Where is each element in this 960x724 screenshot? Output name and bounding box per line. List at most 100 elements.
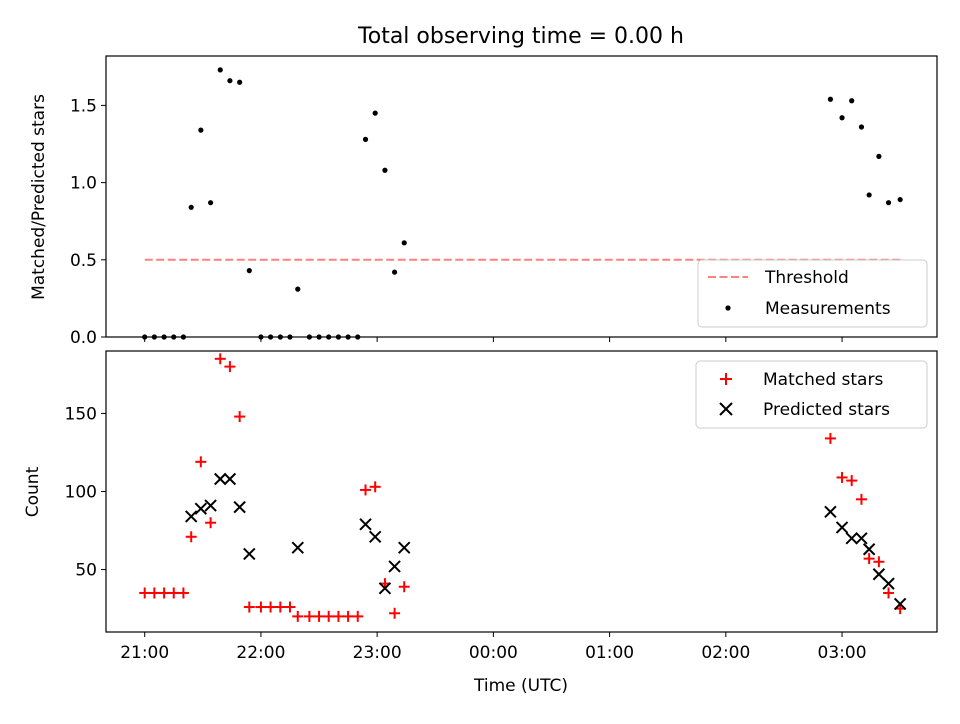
predicted-star-point-12 [398, 541, 411, 554]
matched-star-point-34 [883, 587, 895, 599]
matched-star-point-3 [168, 587, 180, 599]
measurement-point-23 [362, 136, 369, 142]
matched-star-point-15 [284, 601, 296, 613]
bottom-x-tick-label-1: 22:00 [236, 643, 285, 663]
matched-star-point-0 [139, 587, 151, 599]
predicted-star-point-17 [862, 543, 876, 556]
predicted-star-point-8 [359, 518, 372, 531]
matched-star-point-13 [265, 601, 277, 613]
matched-star-point-12 [255, 601, 267, 613]
bottom-y-tick-label-0: 50 [75, 561, 97, 581]
measurement-point-12 [258, 334, 264, 340]
measurement-point-6 [198, 127, 204, 133]
matched-star-point-14 [274, 601, 286, 613]
top-y-tick-label-1: 0.5 [70, 251, 97, 271]
predicted-star-point-6 [243, 547, 256, 561]
measurement-point-3 [171, 334, 177, 340]
predicted-star-point-19 [882, 577, 895, 590]
measurement-point-30 [849, 98, 855, 104]
measurement-point-15 [287, 334, 293, 340]
matched-star-point-9 [224, 361, 236, 373]
matched-star-point-29 [836, 471, 848, 483]
predicted-star-point-18 [872, 568, 886, 581]
measurement-point-7 [208, 200, 214, 206]
measurement-point-8 [217, 67, 223, 73]
measurement-point-26 [391, 269, 398, 275]
bottom-legend-frame [695, 360, 928, 429]
matched-star-point-23 [360, 484, 372, 496]
top-panel: 0.0 0.5 1.0 1.5 [70, 55, 938, 348]
predicted-star-point-1 [194, 502, 208, 515]
measurement-point-13 [267, 334, 274, 340]
matched-star-point-6 [195, 456, 207, 468]
measurement-point-18 [316, 334, 322, 340]
top-chart-title: Total observing time = 0.00 h [357, 24, 684, 49]
top-y-tick-label-0: 0.0 [70, 328, 97, 348]
matched-star-point-21 [342, 610, 354, 622]
matched-star-point-1 [148, 587, 160, 599]
bottom-y-tick-label-2: 150 [65, 404, 97, 424]
bottom-x-tick-label-5: 02:00 [701, 643, 750, 663]
measurement-point-25 [382, 167, 388, 173]
matched-star-point-31 [855, 493, 867, 505]
measurement-point-27 [401, 240, 407, 246]
measurement-point-17 [306, 334, 312, 340]
matched-star-point-33 [873, 556, 885, 568]
predicted-star-point-9 [368, 530, 382, 543]
matched-star-point-2 [158, 587, 170, 599]
top-y-axis-label: Matched/Predicted stars [29, 94, 49, 300]
measurement-point-4 [180, 334, 187, 340]
legend-threshold-label: Threshold [764, 268, 849, 288]
bottom-y-axis-label: Count [23, 466, 43, 517]
matched-star-point-27 [398, 581, 410, 593]
matched-star-point-19 [323, 610, 335, 622]
legend-measurements-swatch [725, 305, 731, 311]
top-legend: Threshold Measurements [697, 259, 928, 328]
matched-star-point-7 [205, 517, 217, 529]
predicted-star-point-0 [184, 510, 198, 523]
matched-star-point-22 [352, 610, 364, 622]
matched-star-point-11 [243, 601, 255, 613]
measurement-point-28 [827, 96, 834, 102]
matched-star-point-4 [177, 587, 189, 599]
top-legend-frame [697, 259, 928, 328]
measurement-point-14 [277, 334, 283, 340]
bottom-x-tick-label-6: 03:00 [818, 643, 867, 663]
predicted-star-point-2 [204, 499, 217, 512]
measurement-point-31 [858, 124, 865, 130]
predicted-star-point-4 [223, 472, 237, 486]
bottom-panel: 50 100 150 21:00 22:00 23:00 00:00 01:00 02:00 03… [65, 350, 938, 663]
measurement-point-22 [355, 334, 361, 340]
legend-predicted-swatch [719, 402, 733, 416]
predicted-star-point-14 [835, 521, 849, 534]
top-y-tick-label-3: 1.5 [70, 96, 97, 116]
top-axes-frame [105, 55, 938, 338]
measurement-point-9 [227, 78, 233, 84]
measurement-point-5 [188, 204, 194, 210]
measurement-point-29 [839, 115, 845, 121]
predicted-star-point-5 [233, 500, 246, 514]
bottom-legend: Matched stars Predicted stars [695, 360, 928, 429]
measurement-point-20 [335, 334, 342, 340]
matched-star-point-26 [389, 607, 401, 619]
matched-star-point-28 [824, 432, 836, 444]
matched-star-point-20 [332, 610, 344, 622]
matched-star-point-24 [369, 481, 381, 493]
matched-star-point-30 [846, 475, 858, 487]
measurement-point-1 [151, 334, 157, 340]
measurement-point-33 [876, 153, 882, 159]
legend-measurements-label: Measurements [765, 299, 891, 319]
measurement-point-19 [326, 334, 332, 340]
measurement-point-35 [897, 196, 903, 203]
matched-star-point-5 [185, 531, 197, 543]
measurement-point-11 [246, 268, 252, 274]
matched-star-point-16 [292, 610, 304, 622]
bottom-x-tick-label-4: 01:00 [585, 643, 634, 663]
predicted-star-point-15 [845, 532, 858, 545]
legend-predicted-label: Predicted stars [763, 400, 890, 420]
predicted-star-point-3 [214, 472, 227, 486]
predicted-star-point-11 [388, 560, 401, 573]
predicted-star-point-7 [291, 541, 304, 554]
